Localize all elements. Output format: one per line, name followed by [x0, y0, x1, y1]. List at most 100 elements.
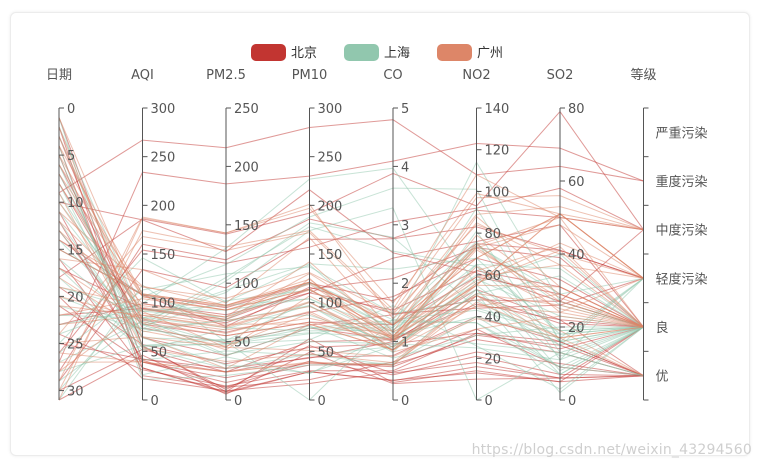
- tick-label: 150: [318, 248, 343, 263]
- tick-label: 200: [234, 160, 259, 175]
- tick-label: 40: [485, 311, 502, 326]
- axis: PM10 0 50 100 150 200 250 300: [292, 68, 343, 409]
- tick-label: 20: [67, 290, 84, 305]
- series-line: [58, 266, 644, 354]
- tick-label: 15: [67, 243, 84, 258]
- tick-label: 0: [485, 394, 493, 409]
- series-line: [58, 263, 644, 354]
- tick-label: 5: [401, 102, 409, 117]
- axis-name: PM10: [292, 68, 328, 83]
- tick-label: 3: [401, 219, 409, 234]
- series-line: [58, 173, 644, 339]
- legend-item[interactable]: 上海: [344, 44, 410, 61]
- tick-label: 0: [568, 394, 576, 409]
- tick-label: 200: [151, 199, 176, 214]
- tick-label: 2: [401, 277, 409, 292]
- series-line: [58, 321, 644, 373]
- series-line: [58, 183, 644, 337]
- axis: PM2.5 0 50 100 150 200 250: [206, 68, 259, 409]
- series-line: [58, 222, 644, 325]
- legend-item[interactable]: 北京: [251, 44, 317, 61]
- axis: CO 0 1 2 3 4 5: [383, 68, 409, 409]
- series-line: [58, 286, 644, 365]
- series-line: [58, 296, 644, 392]
- series-line: [58, 161, 644, 329]
- tick-label: 20: [568, 321, 585, 336]
- series-line: [58, 284, 644, 351]
- axis-name: CO: [383, 68, 402, 83]
- tick-label: 300: [151, 102, 176, 117]
- series-line: [58, 215, 644, 333]
- tick-label: 25: [67, 337, 84, 352]
- series-line: [58, 201, 644, 340]
- tick-label: 150: [234, 219, 259, 234]
- series-line: [58, 295, 644, 377]
- legend-swatch: [251, 44, 286, 61]
- tick-label: 140: [485, 102, 510, 117]
- series-line: [58, 257, 644, 335]
- tick-label: 40: [568, 248, 585, 263]
- series-line: [58, 192, 644, 364]
- tick-label: 300: [318, 102, 343, 117]
- tick-label: 200: [318, 199, 343, 214]
- series-line: [58, 351, 644, 401]
- series-line: [58, 183, 644, 351]
- series-line: [58, 174, 644, 391]
- tick-label: 50: [318, 345, 335, 360]
- legend-item[interactable]: 广州: [437, 44, 503, 61]
- series-line: [58, 119, 644, 194]
- axis: AQI 0 50 100 150 200 250 300: [131, 68, 175, 409]
- tick-label: 严重污染: [656, 125, 708, 141]
- tick-label: 80: [485, 227, 502, 242]
- tick-label: 100: [234, 277, 259, 292]
- tick-label: 80: [568, 102, 585, 117]
- tick-label: 优: [656, 370, 669, 385]
- tick-label: 120: [485, 144, 510, 159]
- tick-label: 0: [401, 394, 409, 409]
- legend-label: 广州: [477, 46, 503, 61]
- series-line: [58, 195, 644, 335]
- axis-name: 等级: [630, 67, 656, 83]
- series-line: [58, 236, 644, 333]
- tick-label: 中度污染: [656, 223, 708, 239]
- axis-name: AQI: [131, 68, 154, 83]
- tick-label: 0: [234, 394, 242, 409]
- series-line: [58, 264, 644, 351]
- series-line: [58, 305, 644, 384]
- legend-swatch: [437, 44, 472, 61]
- tick-label: 4: [401, 160, 409, 175]
- series-line: [58, 318, 644, 358]
- tick-label: 重度污染: [656, 174, 708, 190]
- watermark-text: https://blog.csdn.net/weixin_43294560: [471, 442, 752, 458]
- tick-label: 100: [318, 297, 343, 312]
- axis: SO2 0 20 40 60 80: [547, 68, 585, 409]
- axis: NO2 0 20 40 60 80 100 120 140: [462, 68, 509, 409]
- series-line: [58, 117, 644, 377]
- axis: 等级优 良 轻度污染 中度污染 重度污染 严重污染: [630, 67, 708, 401]
- axis-name: 日期: [46, 68, 72, 83]
- series-line: [58, 110, 644, 278]
- tick-label: 100: [151, 297, 176, 312]
- series-line: [58, 189, 644, 302]
- axis-name: PM2.5: [206, 68, 246, 83]
- series-line: [58, 230, 644, 333]
- tick-label: 10: [67, 196, 84, 211]
- series-line: [58, 234, 644, 373]
- series-line: [58, 224, 644, 337]
- tick-label: 50: [151, 345, 168, 360]
- tick-label: 250: [151, 151, 176, 166]
- series-line: [58, 187, 644, 354]
- tick-label: 100: [485, 185, 510, 200]
- tick-label: 0: [318, 394, 326, 409]
- legend-swatch: [344, 44, 379, 61]
- series-line: [58, 203, 644, 401]
- tick-label: 60: [568, 175, 585, 190]
- tick-label: 250: [318, 151, 343, 166]
- legend-label: 上海: [384, 46, 410, 61]
- axis: 日期 0 5 10 15 20 25 30: [46, 68, 84, 400]
- series-line: [58, 216, 644, 328]
- tick-label: 良: [656, 320, 669, 336]
- legend: 北京 上海 广州: [251, 44, 503, 61]
- tick-label: 轻度污染: [656, 271, 708, 287]
